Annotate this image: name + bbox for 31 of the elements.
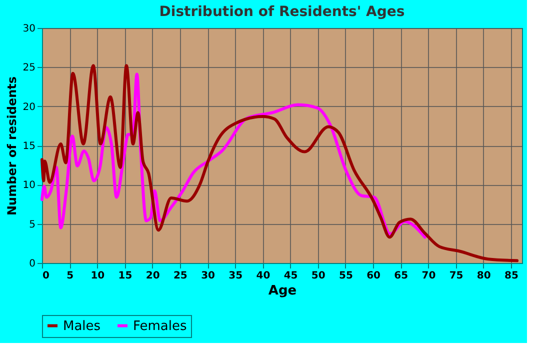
y-tick-label: 15 xyxy=(22,141,36,152)
legend-label: Females xyxy=(133,318,188,334)
x-tick-label: 70 xyxy=(422,270,436,282)
x-tick-label: 35 xyxy=(228,270,243,282)
x-tick-label: 60 xyxy=(366,270,381,282)
y-tick-label: 30 xyxy=(22,24,36,34)
x-tick-label: 45 xyxy=(284,270,298,282)
chart-title: Distribution of Residents' Ages xyxy=(159,4,405,20)
x-axis-title: Age xyxy=(268,284,297,298)
x-tick-label: 5 xyxy=(66,270,74,282)
x-tick-label: 10 xyxy=(90,270,105,282)
y-tick-label: 10 xyxy=(22,180,36,192)
x-tick-label: 25 xyxy=(173,270,188,282)
x-tick-label: 75 xyxy=(449,270,464,282)
x-tick-label: 40 xyxy=(256,270,270,282)
x-tick-label: 15 xyxy=(118,270,132,282)
x-tick-label: 50 xyxy=(311,270,326,282)
x-tick-label: 85 xyxy=(504,270,518,282)
x-tick-label: 20 xyxy=(146,270,160,282)
y-tick-label: 25 xyxy=(22,62,36,74)
x-tick-label: 65 xyxy=(394,270,408,282)
y-axis-title: Number of residents xyxy=(4,76,19,216)
y-tick-label: 0 xyxy=(29,258,36,270)
x-tick-label: 30 xyxy=(201,270,216,282)
x-tick-label: 0 xyxy=(42,270,50,282)
legend-label: Males xyxy=(63,318,101,334)
x-tick-label: 80 xyxy=(476,270,491,282)
y-tick-label: 5 xyxy=(29,219,36,230)
y-tick-label: 20 xyxy=(22,102,36,113)
line-series xyxy=(40,64,519,262)
x-tick-label: 55 xyxy=(338,270,353,282)
